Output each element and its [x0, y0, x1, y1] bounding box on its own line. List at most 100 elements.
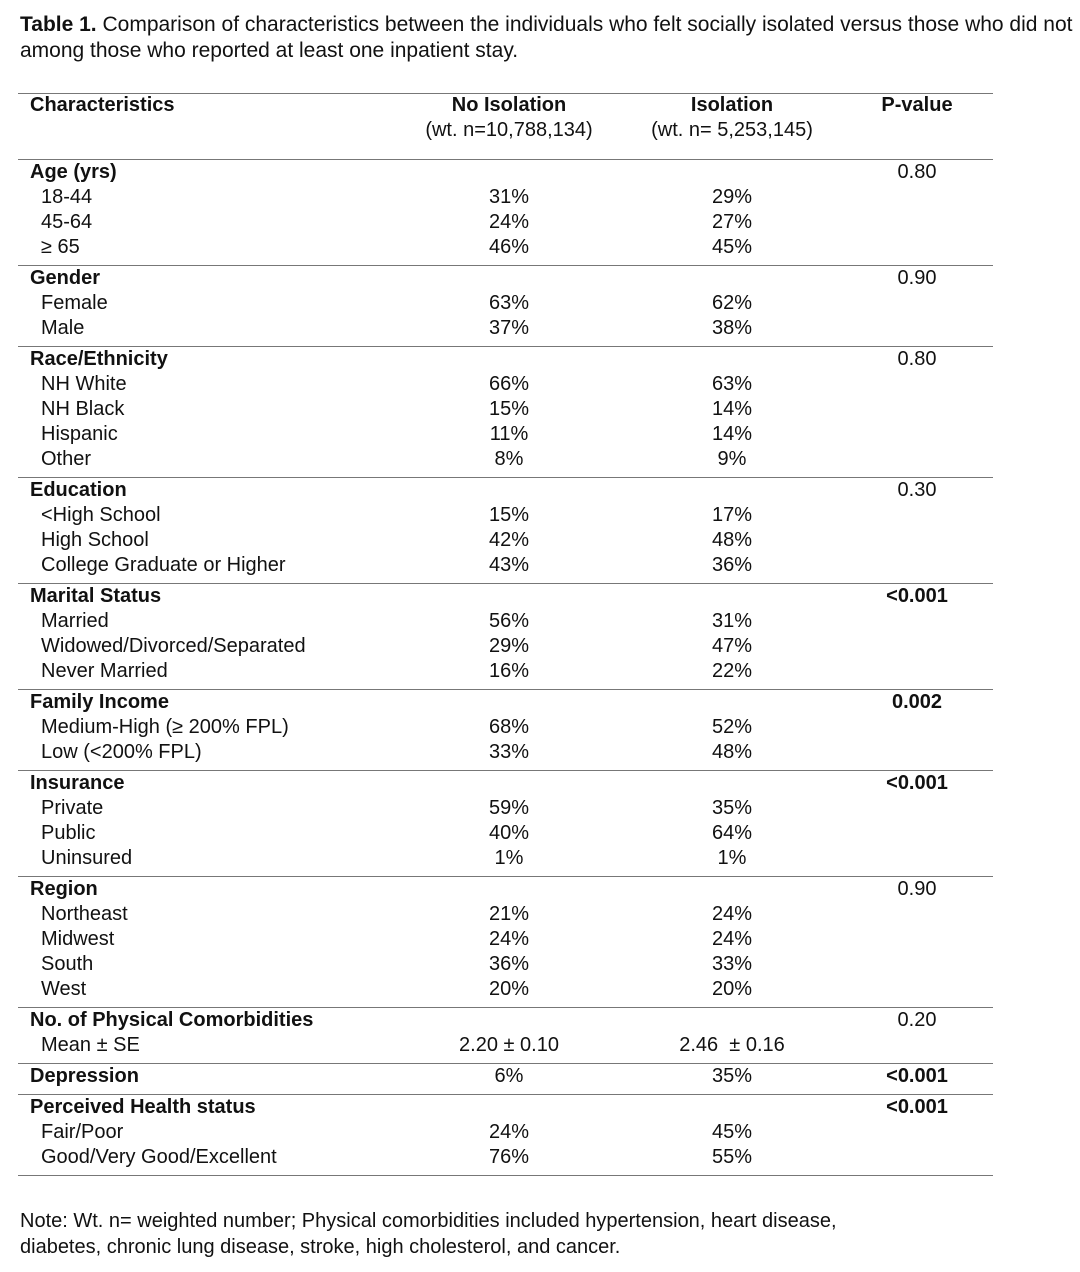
row-label: Never Married — [41, 660, 168, 682]
p-value: <0.001 — [886, 772, 948, 794]
cell: 29% — [488, 635, 530, 657]
p-value: 0.90 — [897, 267, 937, 289]
cell: 59% — [488, 797, 530, 819]
cell: 48% — [711, 741, 753, 763]
row-label: NH White — [41, 373, 127, 395]
cell: 15% — [488, 398, 530, 420]
cell: 48% — [711, 529, 753, 551]
row-label: 45-64 — [41, 211, 93, 233]
p-value: <0.001 — [886, 1065, 948, 1087]
cell: 24% — [488, 928, 530, 950]
rule — [18, 1094, 993, 1095]
p-value: 0.30 — [897, 479, 937, 501]
row-label: NH Black — [41, 398, 125, 420]
rule — [18, 583, 993, 584]
table-caption: Table 1. Comparison of characteristics b… — [20, 12, 1080, 64]
cell: 24% — [488, 211, 530, 233]
row-label: Other — [41, 448, 92, 470]
note: Note: Wt. n= weighted number; Physical c… — [20, 1210, 837, 1232]
rule — [18, 477, 993, 478]
cell: 1% — [494, 847, 524, 869]
row-label: Northeast — [41, 903, 128, 925]
group-title: Marital Status — [30, 585, 162, 607]
group-title: No. of Physical Comorbidities — [30, 1009, 314, 1031]
group-title: Insurance — [30, 772, 125, 794]
group-title: Perceived Health status — [30, 1096, 256, 1118]
cell: 66% — [488, 373, 530, 395]
cell: 64% — [711, 822, 753, 844]
cell: 63% — [488, 292, 530, 314]
rule — [18, 876, 993, 877]
cell: 20% — [488, 978, 530, 1000]
caption-text: Comparison of characteristics between th… — [20, 13, 1073, 62]
cell: 40% — [488, 822, 530, 844]
cell: 31% — [711, 610, 753, 632]
cell: 24% — [488, 1121, 530, 1143]
rule — [18, 1175, 993, 1176]
cell: 45% — [711, 1121, 753, 1143]
rule — [18, 689, 993, 690]
rule — [18, 1063, 993, 1064]
cell: 20% — [711, 978, 753, 1000]
cell: 36% — [711, 554, 753, 576]
cell: 29% — [711, 186, 753, 208]
p-value: <0.001 — [886, 585, 948, 607]
group-title: Gender — [30, 267, 101, 289]
p-value: 0.80 — [897, 348, 937, 370]
cell: 21% — [488, 903, 530, 925]
row-label: West — [41, 978, 87, 1000]
cell: 14% — [711, 423, 753, 445]
cell: 37% — [488, 317, 530, 339]
cell: 63% — [711, 373, 753, 395]
cell: 33% — [711, 953, 753, 975]
group-title: Age (yrs) — [30, 161, 117, 183]
cell: 42% — [488, 529, 530, 551]
row-label: South — [41, 953, 94, 975]
cell: 1% — [717, 847, 747, 869]
group-title: Family Income — [30, 691, 169, 713]
p-value: 0.20 — [897, 1009, 937, 1031]
column-header: Characteristics — [30, 94, 175, 116]
row-label: Low (<200% FPL) — [41, 741, 202, 763]
cell: 17% — [711, 504, 753, 526]
cell: 15% — [488, 504, 530, 526]
cell: 35% — [711, 797, 753, 819]
p-value: 0.90 — [897, 878, 937, 900]
cell: 46% — [488, 236, 530, 258]
column-header: (wt. n=10,788,134) — [425, 119, 593, 141]
note: diabetes, chronic lung disease, stroke, … — [20, 1236, 621, 1258]
group-title: Depression — [30, 1065, 139, 1087]
cell: 2.20 ± 0.10 — [459, 1034, 559, 1056]
p-value: <0.001 — [886, 1096, 948, 1118]
cell: 31% — [488, 186, 530, 208]
cell: 47% — [711, 635, 753, 657]
cell: 2.46 ± 0.16 — [679, 1034, 785, 1056]
row-label: Hispanic — [41, 423, 118, 445]
cell: 38% — [711, 317, 753, 339]
cell: 55% — [711, 1146, 753, 1168]
row-label: Widowed/Divorced/Separated — [41, 635, 306, 657]
cell: 24% — [711, 903, 753, 925]
column-header: (wt. n= 5,253,145) — [651, 119, 813, 141]
cell: 9% — [717, 448, 747, 470]
rule — [18, 770, 993, 771]
row-label: Male — [41, 317, 85, 339]
cell: 52% — [711, 716, 753, 738]
row-label: Midwest — [41, 928, 115, 950]
row-label: <High School — [41, 504, 161, 526]
cell: 36% — [488, 953, 530, 975]
rule — [18, 265, 993, 266]
cell: 62% — [711, 292, 753, 314]
cell: 16% — [488, 660, 530, 682]
row-label: Married — [41, 610, 109, 632]
row-label: Public — [41, 822, 96, 844]
row-label: College Graduate or Higher — [41, 554, 286, 576]
row-label: Private — [41, 797, 104, 819]
cell: 35% — [711, 1065, 753, 1087]
row-label: High School — [41, 529, 149, 551]
rule — [18, 346, 993, 347]
cell: 45% — [711, 236, 753, 258]
cell: 56% — [488, 610, 530, 632]
cell: 14% — [711, 398, 753, 420]
cell: 76% — [488, 1146, 530, 1168]
